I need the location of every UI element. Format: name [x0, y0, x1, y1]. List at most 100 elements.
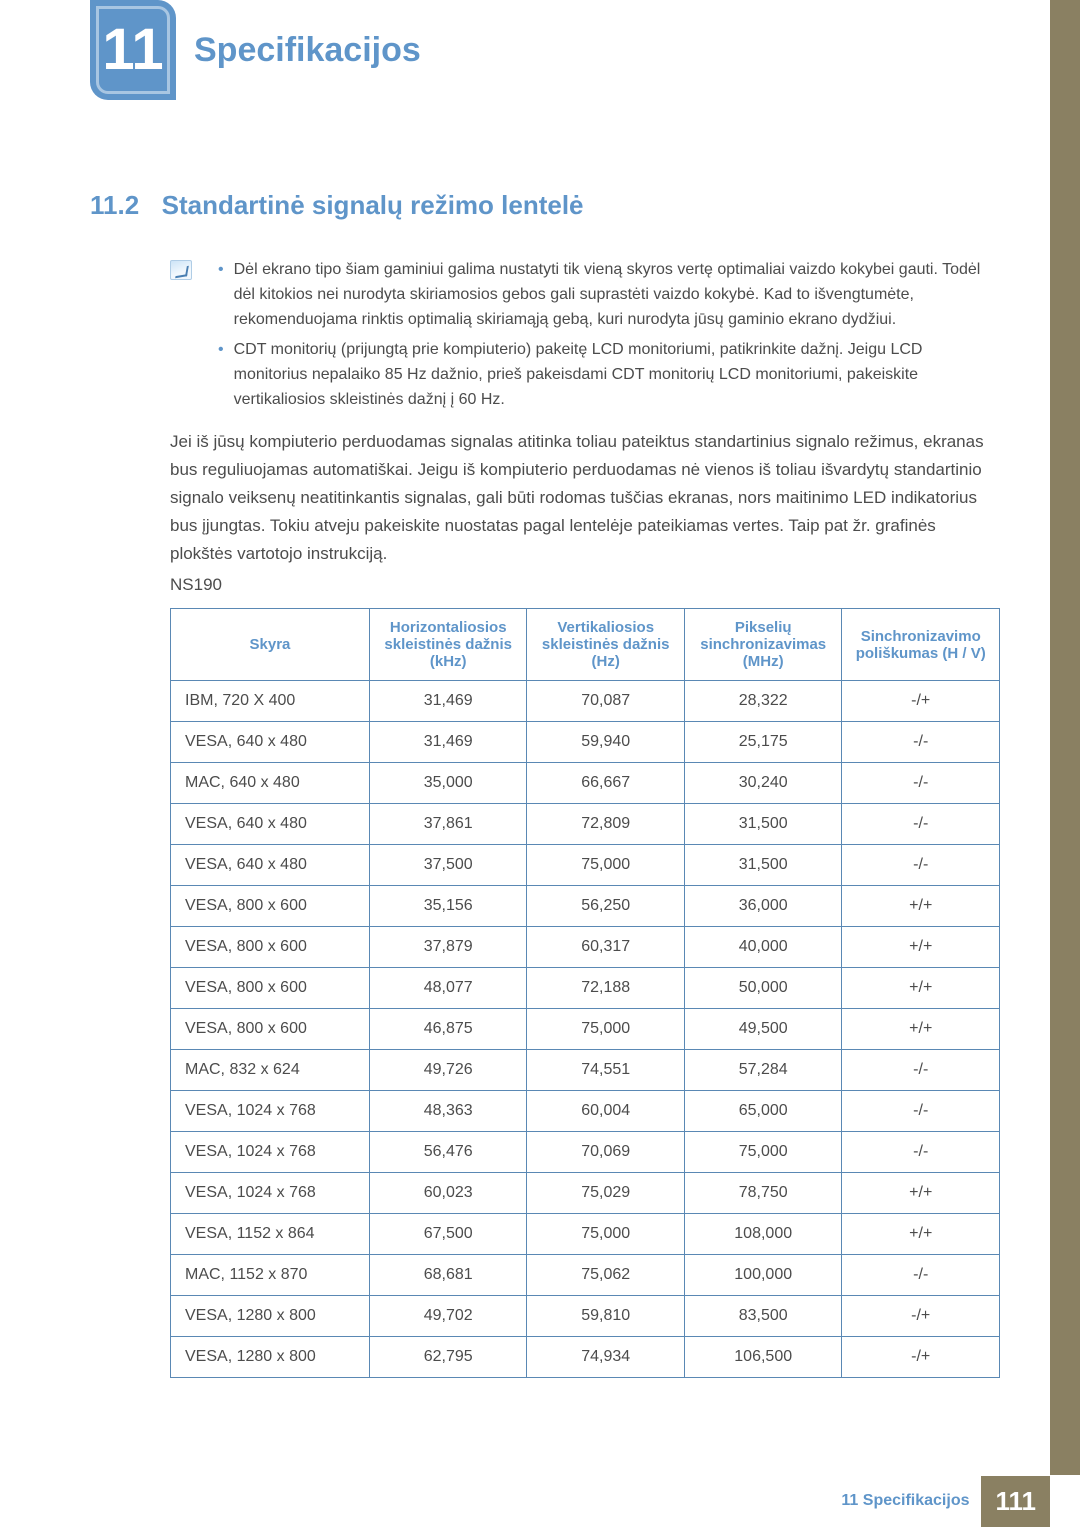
note-block: • Dėl ekrano tipo šiam gaminiui galima n… [170, 258, 1000, 419]
table-row: VESA, 1280 x 80049,70259,81083,500-/+ [171, 1296, 1000, 1337]
table-cell: 60,004 [527, 1091, 685, 1132]
chapter-badge: 11 Specifikacijos [90, 0, 421, 100]
table-cell: 48,077 [369, 968, 527, 1009]
section-title: Standartinė signalų režimo lentelė [162, 190, 584, 220]
table-cell: 31,500 [684, 845, 842, 886]
table-cell: VESA, 640 x 480 [171, 722, 370, 763]
signal-table: SkyraHorizontaliosios skleistinės dažnis… [170, 608, 1000, 1378]
table-row: VESA, 1280 x 80062,79574,934106,500-/+ [171, 1337, 1000, 1378]
table-header-cell: Vertikaliosios skleistinės dažnis (Hz) [527, 609, 685, 681]
table-cell: 56,476 [369, 1132, 527, 1173]
table-cell: 36,000 [684, 886, 842, 927]
table-cell: VESA, 800 x 600 [171, 886, 370, 927]
side-stripe [1050, 0, 1080, 1475]
section-heading: 11.2 Standartinė signalų režimo lentelė [90, 190, 584, 221]
table-cell: VESA, 1152 x 864 [171, 1214, 370, 1255]
footer: 11 Specifikacijos 111 [841, 1475, 1050, 1527]
table-cell: 49,702 [369, 1296, 527, 1337]
footer-label: 11 Specifikacijos [841, 1492, 969, 1510]
table-header-cell: Horizontaliosios skleistinės dažnis (kHz… [369, 609, 527, 681]
table-cell: +/+ [842, 1009, 1000, 1050]
note-list: • Dėl ekrano tipo šiam gaminiui galima n… [218, 258, 1000, 413]
table-cell: -/- [842, 1050, 1000, 1091]
table-cell: MAC, 640 x 480 [171, 763, 370, 804]
table-row: VESA, 800 x 60046,87575,00049,500+/+ [171, 1009, 1000, 1050]
table-cell: +/+ [842, 1214, 1000, 1255]
table-cell: VESA, 1280 x 800 [171, 1296, 370, 1337]
table-cell: 30,240 [684, 763, 842, 804]
body-paragraph: Jei iš jūsų kompiuterio perduodamas sign… [170, 428, 1000, 568]
table-cell: 48,363 [369, 1091, 527, 1132]
table-cell: 59,810 [527, 1296, 685, 1337]
table-row: VESA, 800 x 60037,87960,31740,000+/+ [171, 927, 1000, 968]
table-cell: VESA, 1024 x 768 [171, 1091, 370, 1132]
table-cell: 74,934 [527, 1337, 685, 1378]
table-cell: -/- [842, 763, 1000, 804]
note-text: Dėl ekrano tipo šiam gaminiui galima nus… [234, 258, 1000, 332]
table-cell: +/+ [842, 886, 1000, 927]
table-row: VESA, 1024 x 76860,02375,02978,750+/+ [171, 1173, 1000, 1214]
table-cell: 83,500 [684, 1296, 842, 1337]
badge-box: 11 [90, 0, 176, 100]
table-cell: 72,188 [527, 968, 685, 1009]
table-cell: 49,726 [369, 1050, 527, 1091]
table-cell: 75,000 [527, 1214, 685, 1255]
table-cell: 75,000 [684, 1132, 842, 1173]
table-cell: -/- [842, 1091, 1000, 1132]
table-cell: 67,500 [369, 1214, 527, 1255]
page: 11 Specifikacijos 11.2 Standartinė signa… [0, 0, 1080, 1527]
table-cell: 74,551 [527, 1050, 685, 1091]
model-label: NS190 [170, 575, 222, 595]
table-row: VESA, 800 x 60048,07772,18850,000+/+ [171, 968, 1000, 1009]
table-cell: 25,175 [684, 722, 842, 763]
chapter-title: Specifikacijos [194, 31, 421, 70]
table-cell: 59,940 [527, 722, 685, 763]
table-cell: -/+ [842, 1296, 1000, 1337]
table-cell: -/- [842, 804, 1000, 845]
section-number: 11.2 [90, 190, 139, 220]
table-cell: VESA, 1280 x 800 [171, 1337, 370, 1378]
table-row: MAC, 1152 x 87068,68175,062100,000-/- [171, 1255, 1000, 1296]
table-cell: +/+ [842, 927, 1000, 968]
table-cell: +/+ [842, 968, 1000, 1009]
table-cell: 70,069 [527, 1132, 685, 1173]
table-cell: 37,861 [369, 804, 527, 845]
table-cell: MAC, 1152 x 870 [171, 1255, 370, 1296]
table-header-cell: Pikselių sinchronizavimas (MHz) [684, 609, 842, 681]
table-cell: -/- [842, 1255, 1000, 1296]
badge-inner: 11 [96, 6, 170, 94]
table-cell: 108,000 [684, 1214, 842, 1255]
table-row: IBM, 720 X 40031,46970,08728,322-/+ [171, 681, 1000, 722]
chapter-number: 11 [102, 21, 163, 79]
table-cell: 37,879 [369, 927, 527, 968]
table-cell: VESA, 800 x 600 [171, 1009, 370, 1050]
table-row: VESA, 1024 x 76856,47670,06975,000-/- [171, 1132, 1000, 1173]
table-cell: 50,000 [684, 968, 842, 1009]
table-cell: VESA, 1024 x 768 [171, 1173, 370, 1214]
table-cell: 31,469 [369, 681, 527, 722]
table-cell: 75,000 [527, 1009, 685, 1050]
note-text: CDT monitorių (prijungtą prie kompiuteri… [234, 338, 1000, 412]
table-cell: -/- [842, 1132, 1000, 1173]
table-cell: 60,317 [527, 927, 685, 968]
table-cell: 28,322 [684, 681, 842, 722]
table-cell: -/+ [842, 681, 1000, 722]
table-cell: 31,500 [684, 804, 842, 845]
table-cell: 72,809 [527, 804, 685, 845]
table-cell: 75,062 [527, 1255, 685, 1296]
table-cell: 100,000 [684, 1255, 842, 1296]
note-item: • Dėl ekrano tipo šiam gaminiui galima n… [218, 258, 1000, 332]
table-cell: VESA, 800 x 600 [171, 968, 370, 1009]
table-cell: 75,029 [527, 1173, 685, 1214]
table-cell: MAC, 832 x 624 [171, 1050, 370, 1091]
note-icon [170, 260, 192, 280]
table-cell: 46,875 [369, 1009, 527, 1050]
table-row: VESA, 640 x 48031,46959,94025,175-/- [171, 722, 1000, 763]
bullet-icon: • [218, 258, 224, 332]
footer-page: 111 [981, 1476, 1050, 1527]
table-cell: 35,000 [369, 763, 527, 804]
table-cell: +/+ [842, 1173, 1000, 1214]
table-row: MAC, 640 x 48035,00066,66730,240-/- [171, 763, 1000, 804]
table-body: IBM, 720 X 40031,46970,08728,322-/+VESA,… [171, 681, 1000, 1378]
table-cell: 57,284 [684, 1050, 842, 1091]
